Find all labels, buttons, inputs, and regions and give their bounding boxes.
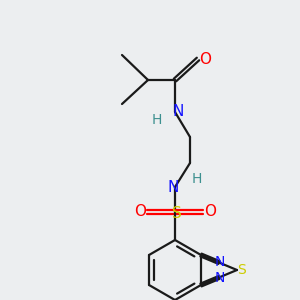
Text: N: N <box>215 272 225 286</box>
Text: O: O <box>134 205 146 220</box>
Text: N: N <box>172 104 184 119</box>
Text: N: N <box>167 179 179 194</box>
Text: H: H <box>192 172 202 186</box>
Text: O: O <box>204 205 216 220</box>
Text: S: S <box>238 263 246 277</box>
Text: O: O <box>199 52 211 67</box>
Text: N: N <box>215 254 225 268</box>
Text: H: H <box>152 113 162 127</box>
Text: S: S <box>172 206 182 220</box>
